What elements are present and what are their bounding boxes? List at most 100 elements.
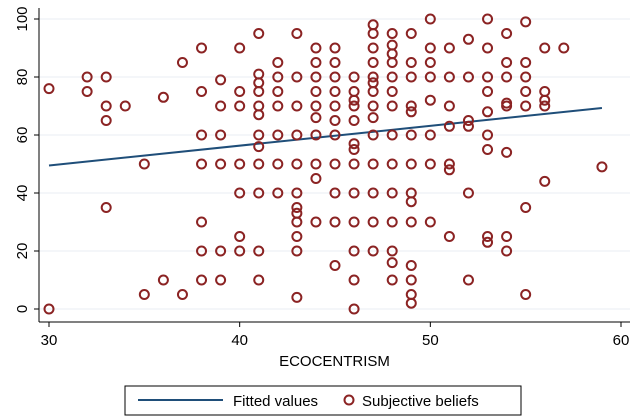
scatter-point bbox=[176, 57, 188, 68]
scatter-point bbox=[329, 129, 341, 141]
scatter-point bbox=[367, 245, 379, 257]
scatter-point bbox=[520, 86, 532, 97]
scatter-point bbox=[405, 274, 417, 286]
scatter-point bbox=[405, 28, 417, 39]
scatter-point bbox=[539, 94, 551, 106]
y-tick-label: 60 bbox=[14, 127, 31, 144]
scatter-point bbox=[501, 146, 513, 158]
scatter-point bbox=[405, 71, 417, 83]
scatter-point bbox=[424, 216, 436, 228]
scatter-point bbox=[272, 86, 284, 97]
scatter-point bbox=[482, 129, 494, 141]
scatter-point bbox=[539, 175, 551, 187]
scatter-point bbox=[272, 100, 284, 112]
scatter-point bbox=[386, 245, 398, 257]
scatter-point bbox=[100, 202, 112, 213]
scatter-point bbox=[253, 129, 265, 141]
scatter-point bbox=[367, 86, 379, 97]
scatter-point bbox=[43, 83, 55, 95]
scatter-point bbox=[310, 216, 322, 228]
scatter-point bbox=[310, 173, 322, 184]
scatter-point bbox=[405, 297, 417, 309]
scatter-point bbox=[196, 158, 208, 170]
scatter-point bbox=[215, 100, 227, 112]
scatter-point bbox=[539, 42, 551, 54]
scatter-point bbox=[215, 245, 227, 257]
scatter-point bbox=[482, 106, 494, 118]
scatter-point bbox=[119, 100, 131, 112]
scatter-point bbox=[424, 71, 436, 83]
scatter-point bbox=[196, 86, 208, 97]
scatter-point bbox=[291, 231, 303, 242]
scatter-point bbox=[253, 86, 265, 97]
scatter-point bbox=[310, 100, 322, 112]
scatter-point bbox=[482, 71, 494, 83]
scatter-point bbox=[367, 28, 379, 39]
scatter-point bbox=[424, 57, 436, 68]
scatter-point bbox=[310, 57, 322, 68]
scatter-point bbox=[81, 71, 93, 83]
scatter-point bbox=[348, 71, 360, 83]
scatter-point bbox=[443, 164, 455, 176]
scatter-point bbox=[234, 245, 246, 257]
y-tick-label: 100 bbox=[14, 6, 31, 31]
scatter-points bbox=[43, 13, 608, 315]
scatter-point bbox=[405, 106, 417, 118]
y-tick-label: 40 bbox=[14, 185, 31, 202]
scatter-point bbox=[234, 231, 246, 242]
scatter-point bbox=[138, 289, 150, 300]
scatter-point bbox=[367, 216, 379, 228]
scatter-point bbox=[443, 42, 455, 54]
scatter-point bbox=[291, 158, 303, 170]
scatter-point bbox=[329, 57, 341, 68]
scatter-point bbox=[405, 158, 417, 170]
scatter-point bbox=[291, 28, 303, 39]
scatter-point bbox=[462, 187, 474, 199]
scatter-point bbox=[482, 13, 494, 25]
y-tick-label: 20 bbox=[14, 243, 31, 260]
scatter-point bbox=[234, 100, 246, 112]
x-tick-label: 60 bbox=[613, 332, 630, 349]
scatter-point bbox=[272, 57, 284, 68]
scatter-point bbox=[558, 42, 570, 54]
scatter-point bbox=[405, 216, 417, 228]
scatter-point bbox=[291, 100, 303, 112]
scatter-point bbox=[462, 33, 474, 45]
scatter-point bbox=[520, 100, 532, 112]
scatter-point bbox=[443, 100, 455, 112]
scatter-point bbox=[329, 260, 341, 271]
scatter-point bbox=[215, 274, 227, 286]
scatter-point bbox=[253, 28, 265, 39]
scatter-point bbox=[329, 158, 341, 170]
y-tick-label: 80 bbox=[14, 69, 31, 86]
legend: Fitted values Subjective beliefs bbox=[124, 385, 522, 416]
x-axis-title: ECOCENTRISM bbox=[279, 353, 390, 370]
scatter-point bbox=[234, 42, 246, 54]
scatter-point bbox=[234, 187, 246, 199]
scatter-point bbox=[348, 187, 360, 199]
scatter-point bbox=[291, 291, 303, 303]
legend-box bbox=[124, 385, 522, 416]
scatter-point bbox=[196, 274, 208, 286]
scatter-point bbox=[462, 115, 474, 126]
scatter-point bbox=[253, 109, 265, 121]
scatter-point bbox=[329, 115, 341, 126]
scatter-point bbox=[501, 28, 513, 39]
scatter-point bbox=[367, 57, 379, 68]
scatter-point bbox=[501, 71, 513, 83]
scatter-point bbox=[310, 112, 322, 124]
scatter-point bbox=[386, 187, 398, 199]
scatter-point bbox=[291, 71, 303, 83]
scatter-point bbox=[348, 274, 360, 286]
fitted-values-line bbox=[48, 107, 603, 167]
scatter-point bbox=[386, 274, 398, 286]
scatter-point bbox=[501, 100, 513, 112]
scatter-point bbox=[291, 202, 303, 213]
scatter-point bbox=[386, 86, 398, 97]
scatter-point bbox=[520, 71, 532, 83]
scatter-point bbox=[424, 158, 436, 170]
scatter-point bbox=[462, 274, 474, 286]
scatter-point bbox=[386, 28, 398, 39]
scatter-point bbox=[424, 94, 436, 106]
scatter-point bbox=[443, 71, 455, 83]
